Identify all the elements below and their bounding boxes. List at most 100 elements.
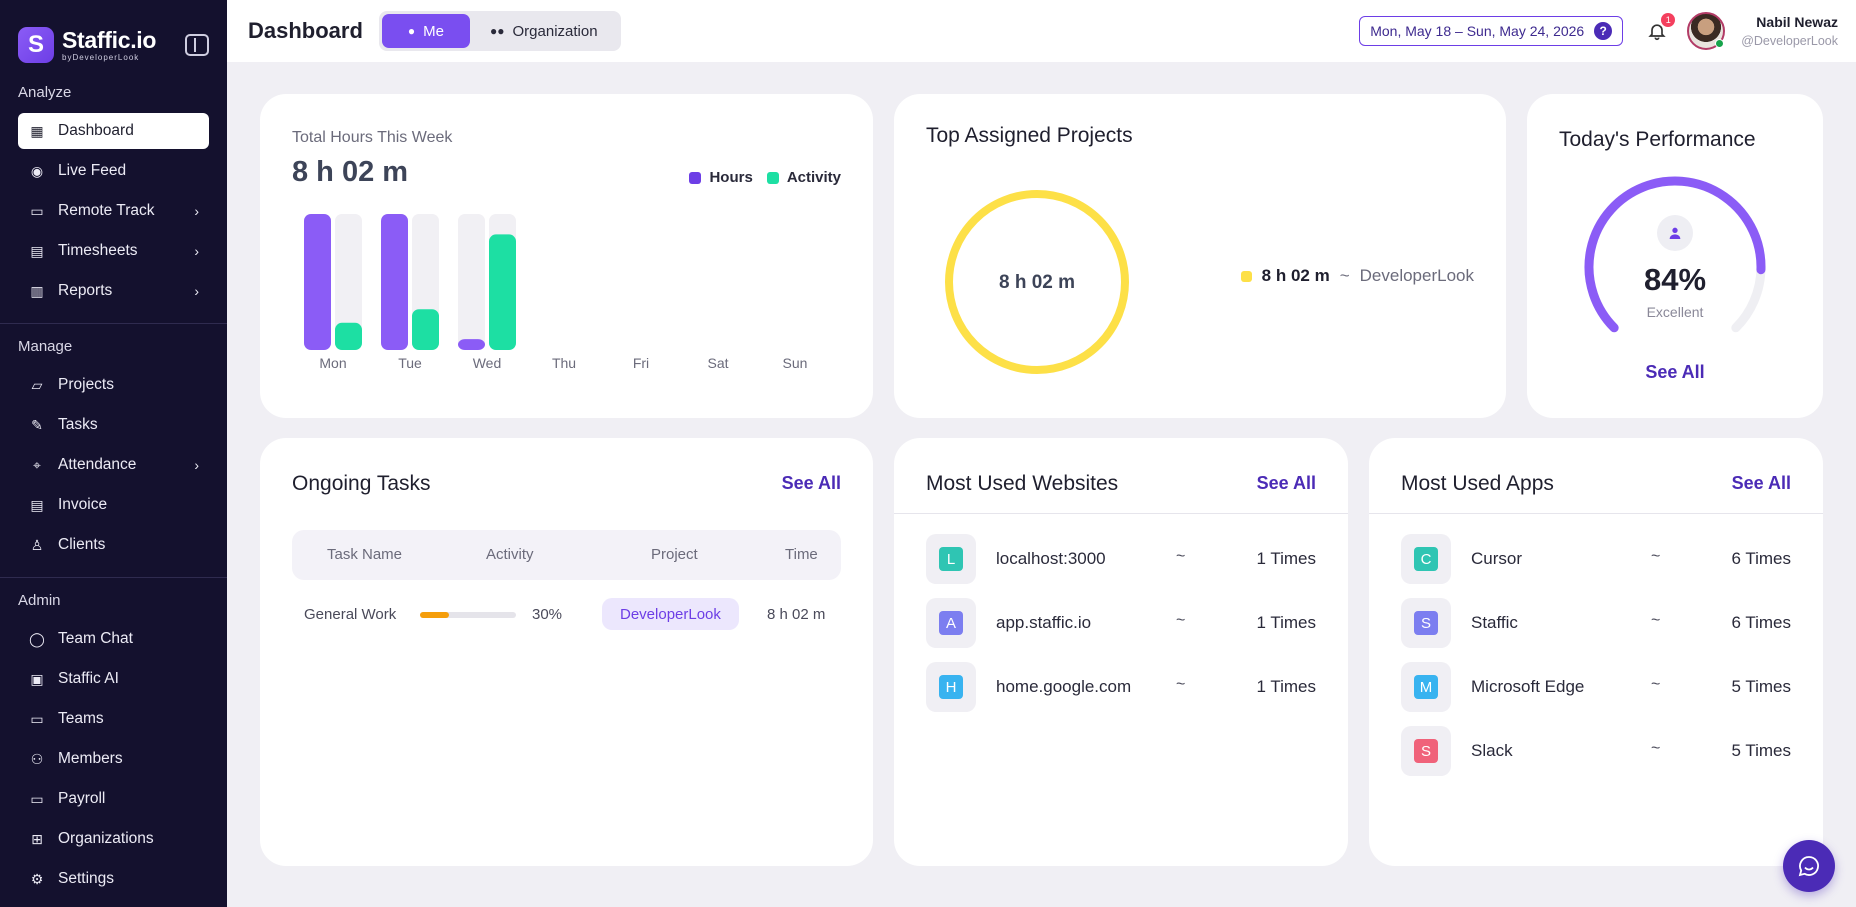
- sidebar-item-tasks[interactable]: ✎ Tasks: [18, 407, 209, 443]
- col-activity: Activity: [486, 546, 534, 563]
- list-item-name: Microsoft Edge: [1471, 677, 1585, 696]
- websites-title: Most Used Websites: [926, 472, 1119, 495]
- support-chat-icon[interactable]: [1783, 840, 1835, 892]
- websites-see-all-link[interactable]: See All: [1256, 473, 1316, 493]
- sidebar-item-teams[interactable]: ▭ Teams: [18, 701, 209, 737]
- list-item[interactable]: L localhost:3000 ~ 1 Times: [926, 534, 1316, 584]
- sidebar-item-team-chat[interactable]: ◯ Team Chat: [18, 621, 209, 657]
- list-item[interactable]: C Cursor ~ 6 Times: [1401, 534, 1791, 584]
- chevron-right-icon: ›: [194, 283, 199, 299]
- list-item-separator: ~: [1651, 676, 1661, 693]
- sidebar-nav: ▦ Dashboard ◉ Live Feed ▭ Remote Track › ▤ Times…: [0, 113, 227, 309]
- toggle-me-button[interactable]: ● Me: [381, 14, 471, 48]
- list-item-icon-wrap: L: [926, 534, 976, 584]
- notification-bell-icon[interactable]: 1: [1645, 13, 1676, 43]
- bar-hours[interactable]: [458, 339, 485, 350]
- date-range-picker[interactable]: Mon, May 18 – Sun, May 24, 2026 ?: [1359, 16, 1624, 46]
- bar-activity[interactable]: [489, 234, 516, 350]
- site-icon: H: [939, 675, 963, 699]
- sidebar-item-remote-track[interactable]: ▭ Remote Track ›: [18, 193, 209, 229]
- logo-icon[interactable]: S: [18, 27, 54, 63]
- list-item-count: 1 Times: [1256, 549, 1316, 568]
- sidebar-item-invoice[interactable]: ▤ Invoice: [18, 487, 209, 523]
- chevron-right-icon: ›: [194, 203, 199, 219]
- apps-header: Most Used Apps See All: [1369, 438, 1823, 514]
- apps-title: Most Used Apps: [1401, 472, 1554, 495]
- col-time: Time: [785, 546, 818, 563]
- sidebar-item-clients[interactable]: ♙ Clients: [18, 527, 209, 563]
- sidebar-item-timesheets[interactable]: ▤ Timesheets ›: [18, 233, 209, 269]
- sidebar-item-staffic-ai[interactable]: ▣ Staffic AI: [18, 661, 209, 697]
- list-item[interactable]: M Microsoft Edge ~ 5 Times: [1401, 662, 1791, 712]
- sidebar-item-members[interactable]: ⚇ Members: [18, 741, 209, 777]
- table-row[interactable]: General Work 30% DeveloperLook 8 h 02 m: [292, 598, 841, 632]
- brand-name: Staffic.io: [62, 26, 157, 53]
- col-task-name: Task Name: [327, 546, 403, 563]
- x-tick-label: Thu: [552, 355, 576, 371]
- list-item-name: localhost:3000: [996, 549, 1106, 568]
- robot-icon: ▣: [30, 670, 44, 687]
- total-hours-label: Total Hours This Week: [292, 129, 453, 146]
- gear-icon: ⚙: [30, 870, 44, 887]
- task-project-badge[interactable]: DeveloperLook: [602, 598, 739, 630]
- legend-activity: Activity: [766, 169, 841, 186]
- sidebar-item-projects[interactable]: ▱ Projects: [18, 367, 209, 403]
- apps-see-all-link[interactable]: See All: [1731, 473, 1791, 493]
- sidebar-item-organizations[interactable]: ⊞ Organizations: [18, 821, 209, 857]
- top-projects-card: Top Assigned Projects 8 h 02 m 8 h 02 m …: [894, 94, 1506, 418]
- project-hours: 8 h 02 m: [1261, 266, 1330, 285]
- brand: S Staffic.io byDeveloperLook: [0, 0, 227, 72]
- date-range-text: Mon, May 18 – Sun, May 24, 2026: [1370, 23, 1585, 39]
- x-tick-label: Tue: [398, 355, 422, 371]
- list-item-separator: ~: [1176, 548, 1186, 565]
- ring-center-value: 8 h 02 m: [999, 272, 1075, 293]
- toggle-organization-button[interactable]: ●● Organization: [470, 14, 618, 48]
- sidebar-item-dashboard[interactable]: ▦ Dashboard: [18, 113, 209, 149]
- bar-activity[interactable]: [335, 322, 362, 350]
- sidebar-item-payroll[interactable]: ▭ Payroll: [18, 781, 209, 817]
- sidebar-item-live-feed[interactable]: ◉ Live Feed: [18, 153, 209, 189]
- sidebar-item-label: Payroll: [58, 790, 106, 807]
- sidebar-item-label: Settings: [58, 870, 115, 887]
- report-icon: ▥: [30, 282, 44, 299]
- avatar[interactable]: [1687, 12, 1726, 50]
- legend-activity-label: Activity: [786, 169, 841, 186]
- org-icon: ⊞: [31, 830, 43, 847]
- list-item[interactable]: A app.staffic.io ~ 1 Times: [926, 598, 1316, 648]
- user-handle: @DeveloperLook: [1741, 34, 1838, 48]
- list-item[interactable]: S Staffic ~ 6 Times: [1401, 598, 1791, 648]
- x-tick-label: Fri: [633, 355, 649, 371]
- performance-title: Today's Performance: [1559, 128, 1756, 151]
- bar-hours[interactable]: [381, 214, 408, 350]
- total-hours-value: 8 h 02 m: [292, 156, 409, 188]
- list-item[interactable]: S Slack ~ 5 Times: [1401, 726, 1791, 776]
- scope-toggle: ● Me ●● Organization: [378, 11, 621, 51]
- performance-card: Today's Performance 84% Excellent See Al…: [1527, 94, 1823, 418]
- sidebar-item-reports[interactable]: ▥ Reports ›: [18, 273, 209, 309]
- legend-activity-swatch: [766, 171, 779, 184]
- tasks-see-all-link[interactable]: See All: [781, 473, 841, 493]
- user-info[interactable]: Nabil Newaz @DeveloperLook: [1741, 14, 1838, 48]
- weekly-hours-chart: Mon Tue Wed Thu Fri Sat Sun: [304, 214, 807, 371]
- bar-hours[interactable]: [304, 214, 331, 350]
- bar-activity[interactable]: [412, 309, 439, 350]
- help-icon[interactable]: ?: [1594, 22, 1613, 40]
- sidebar-collapse-icon[interactable]: [185, 34, 209, 56]
- chart-legend: Hours Activity: [675, 169, 841, 186]
- sidebar-item-label: Remote Track: [58, 202, 155, 219]
- chevron-right-icon: ›: [194, 457, 199, 473]
- user-icon: ●: [407, 24, 416, 38]
- performance-see-all-link[interactable]: See All: [1645, 362, 1705, 382]
- bar-track: [458, 214, 485, 350]
- sidebar-item-label: Projects: [58, 376, 114, 393]
- sidebar-item-label: Staffic AI: [58, 670, 119, 687]
- toggle-me-label: Me: [423, 22, 445, 40]
- chat-icon: ◯: [29, 630, 45, 647]
- sidebar-item-attendance[interactable]: ⌖ Attendance ›: [18, 447, 209, 483]
- sidebar-item-settings[interactable]: ⚙ Settings: [18, 861, 209, 897]
- x-tick-label: Sat: [707, 355, 728, 371]
- sidebar-item-label: Timesheets: [58, 242, 138, 259]
- list-item[interactable]: H home.google.com ~ 1 Times: [926, 662, 1316, 712]
- sidebar-nav: ▱ Projects ✎ Tasks ⌖ Attendance › ▤ Invoice ♙ Clie…: [0, 367, 227, 563]
- most-used-websites-card: Most Used Websites See All L localhost:3…: [894, 438, 1348, 866]
